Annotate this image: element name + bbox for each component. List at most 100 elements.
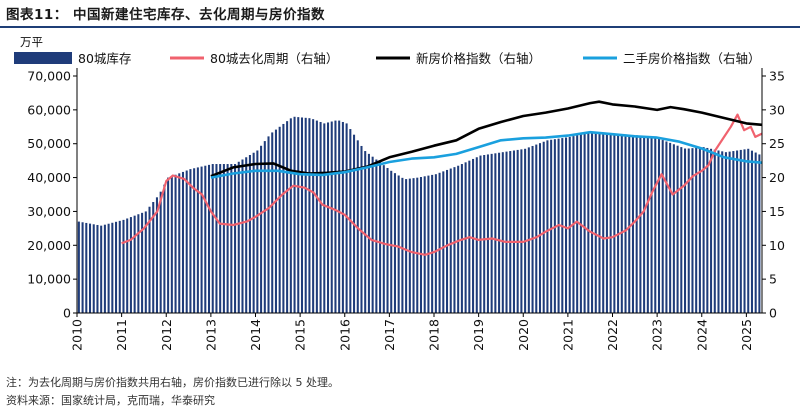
- x-tick-label: 2021: [560, 319, 575, 351]
- inventory-bar: [170, 176, 173, 313]
- inventory-bar: [81, 222, 84, 313]
- inventory-bar: [698, 147, 701, 313]
- inventory-bar: [635, 135, 638, 313]
- inventory-bar: [669, 142, 672, 313]
- inventory-bar: [498, 152, 501, 313]
- inventory-bar: [672, 144, 675, 313]
- legend-label: 新房价格指数（右轴）: [416, 51, 541, 66]
- inventory-bar: [103, 224, 106, 313]
- inventory-bar: [505, 151, 508, 313]
- chart-footnote: 注：为去化周期与房价指数共用右轴，房价指数已进行除以 5 处理。: [6, 376, 339, 389]
- inventory-bar: [531, 145, 534, 313]
- inventory-bars: [77, 116, 761, 314]
- inventory-bar: [687, 148, 690, 313]
- inventory-bar: [367, 153, 370, 313]
- inventory-bar: [185, 170, 188, 313]
- inventory-bar: [628, 134, 631, 313]
- chart-lines: [121, 100, 763, 256]
- inventory-bar: [200, 166, 203, 313]
- inventory-bar: [736, 150, 739, 313]
- inventory-bar: [256, 150, 259, 313]
- inventory-bar: [680, 147, 683, 313]
- inventory-bar: [419, 177, 423, 313]
- inventory-bar: [516, 149, 519, 313]
- inventory-bar: [583, 133, 586, 313]
- inventory-bar: [159, 191, 162, 313]
- second-hand-price-line: [210, 130, 763, 179]
- chart-legend: 80城库存 80城去化周期（右轴） 新房价格指数（右轴） 二手房价格指数（右轴）: [14, 51, 761, 66]
- inventory-bar: [189, 169, 192, 313]
- inventory-bar: [278, 126, 281, 313]
- inventory-bar: [141, 212, 144, 313]
- figure-title: 图表11： 中国新建住宅库存、去化周期与房价指数: [6, 7, 325, 23]
- x-tick-label: 2011: [114, 319, 129, 351]
- inventory-bar: [512, 150, 515, 313]
- chart-axes: 0 10,000 20,000 30,000 40,000 50,000 60,000 70,…: [20, 35, 785, 351]
- inventory-bar: [245, 157, 248, 313]
- x-tick-label: 2020: [516, 319, 531, 351]
- inventory-bar: [713, 149, 716, 313]
- right-tick-label: 15: [769, 204, 785, 219]
- inventory-bar: [661, 140, 664, 313]
- inventory-bar: [594, 132, 597, 313]
- inventory-bar: [710, 148, 713, 313]
- inventory-bar: [92, 224, 95, 313]
- inventory-bar: [211, 164, 214, 313]
- inventory-bar: [408, 178, 411, 313]
- inventory-bar: [754, 152, 757, 313]
- inventory-bar: [390, 170, 393, 313]
- inventory-bar: [178, 173, 181, 313]
- inventory-bar: [129, 217, 132, 313]
- inventory-bar: [319, 121, 322, 314]
- left-tick-label: 30,000: [27, 204, 71, 219]
- right-tick-label: 35: [769, 69, 785, 84]
- inventory-bar: [479, 155, 482, 313]
- inventory-bar: [695, 147, 698, 313]
- inventory-bar: [323, 123, 326, 314]
- inventory-bar: [193, 168, 196, 313]
- inventory-bar: [654, 138, 657, 313]
- inventory-bar: [286, 121, 289, 313]
- inventory-bar: [646, 136, 649, 313]
- inventory-bar: [386, 167, 389, 313]
- inventory-bar: [248, 155, 251, 313]
- inventory-bar: [241, 159, 244, 313]
- legend-label: 80城库存: [78, 51, 131, 66]
- inventory-bar: [308, 118, 311, 314]
- inventory-bar: [118, 220, 121, 313]
- inventory-bar: [397, 175, 400, 313]
- inventory-bar: [609, 133, 612, 313]
- inventory-bar: [300, 117, 304, 313]
- inventory-bar: [252, 152, 255, 313]
- inventory-bar: [743, 149, 746, 313]
- legend-swatch: [14, 52, 72, 64]
- inventory-bar: [334, 120, 337, 313]
- inventory-bar: [724, 152, 727, 313]
- inventory-bar: [739, 149, 742, 313]
- inventory-bar: [107, 223, 110, 313]
- inventory-bar: [133, 215, 136, 313]
- inventory-bar: [375, 159, 378, 313]
- inventory-bar: [527, 147, 530, 313]
- inventory-bar: [457, 165, 460, 313]
- inventory-bar: [260, 145, 263, 313]
- inventory-bar: [472, 158, 475, 313]
- left-tick-label: 10,000: [27, 272, 71, 287]
- inventory-bar: [676, 145, 679, 313]
- left-tick-label: 20,000: [27, 238, 71, 253]
- new-home-price-line: [210, 100, 763, 178]
- inventory-bar: [605, 132, 608, 313]
- inventory-bar: [565, 137, 568, 313]
- inventory-bar: [524, 148, 527, 313]
- inventory-bar: [271, 132, 274, 313]
- inventory-bar: [144, 211, 147, 313]
- title-rule: [0, 26, 800, 28]
- x-tick-label: 2014: [248, 319, 263, 351]
- inventory-bar: [546, 140, 549, 313]
- inventory-bar: [207, 164, 211, 313]
- inventory-bar: [312, 119, 315, 313]
- inventory-bar: [438, 172, 441, 313]
- inventory-bar: [568, 136, 571, 313]
- inventory-bar: [442, 171, 445, 313]
- x-tick-label: 2023: [650, 319, 665, 351]
